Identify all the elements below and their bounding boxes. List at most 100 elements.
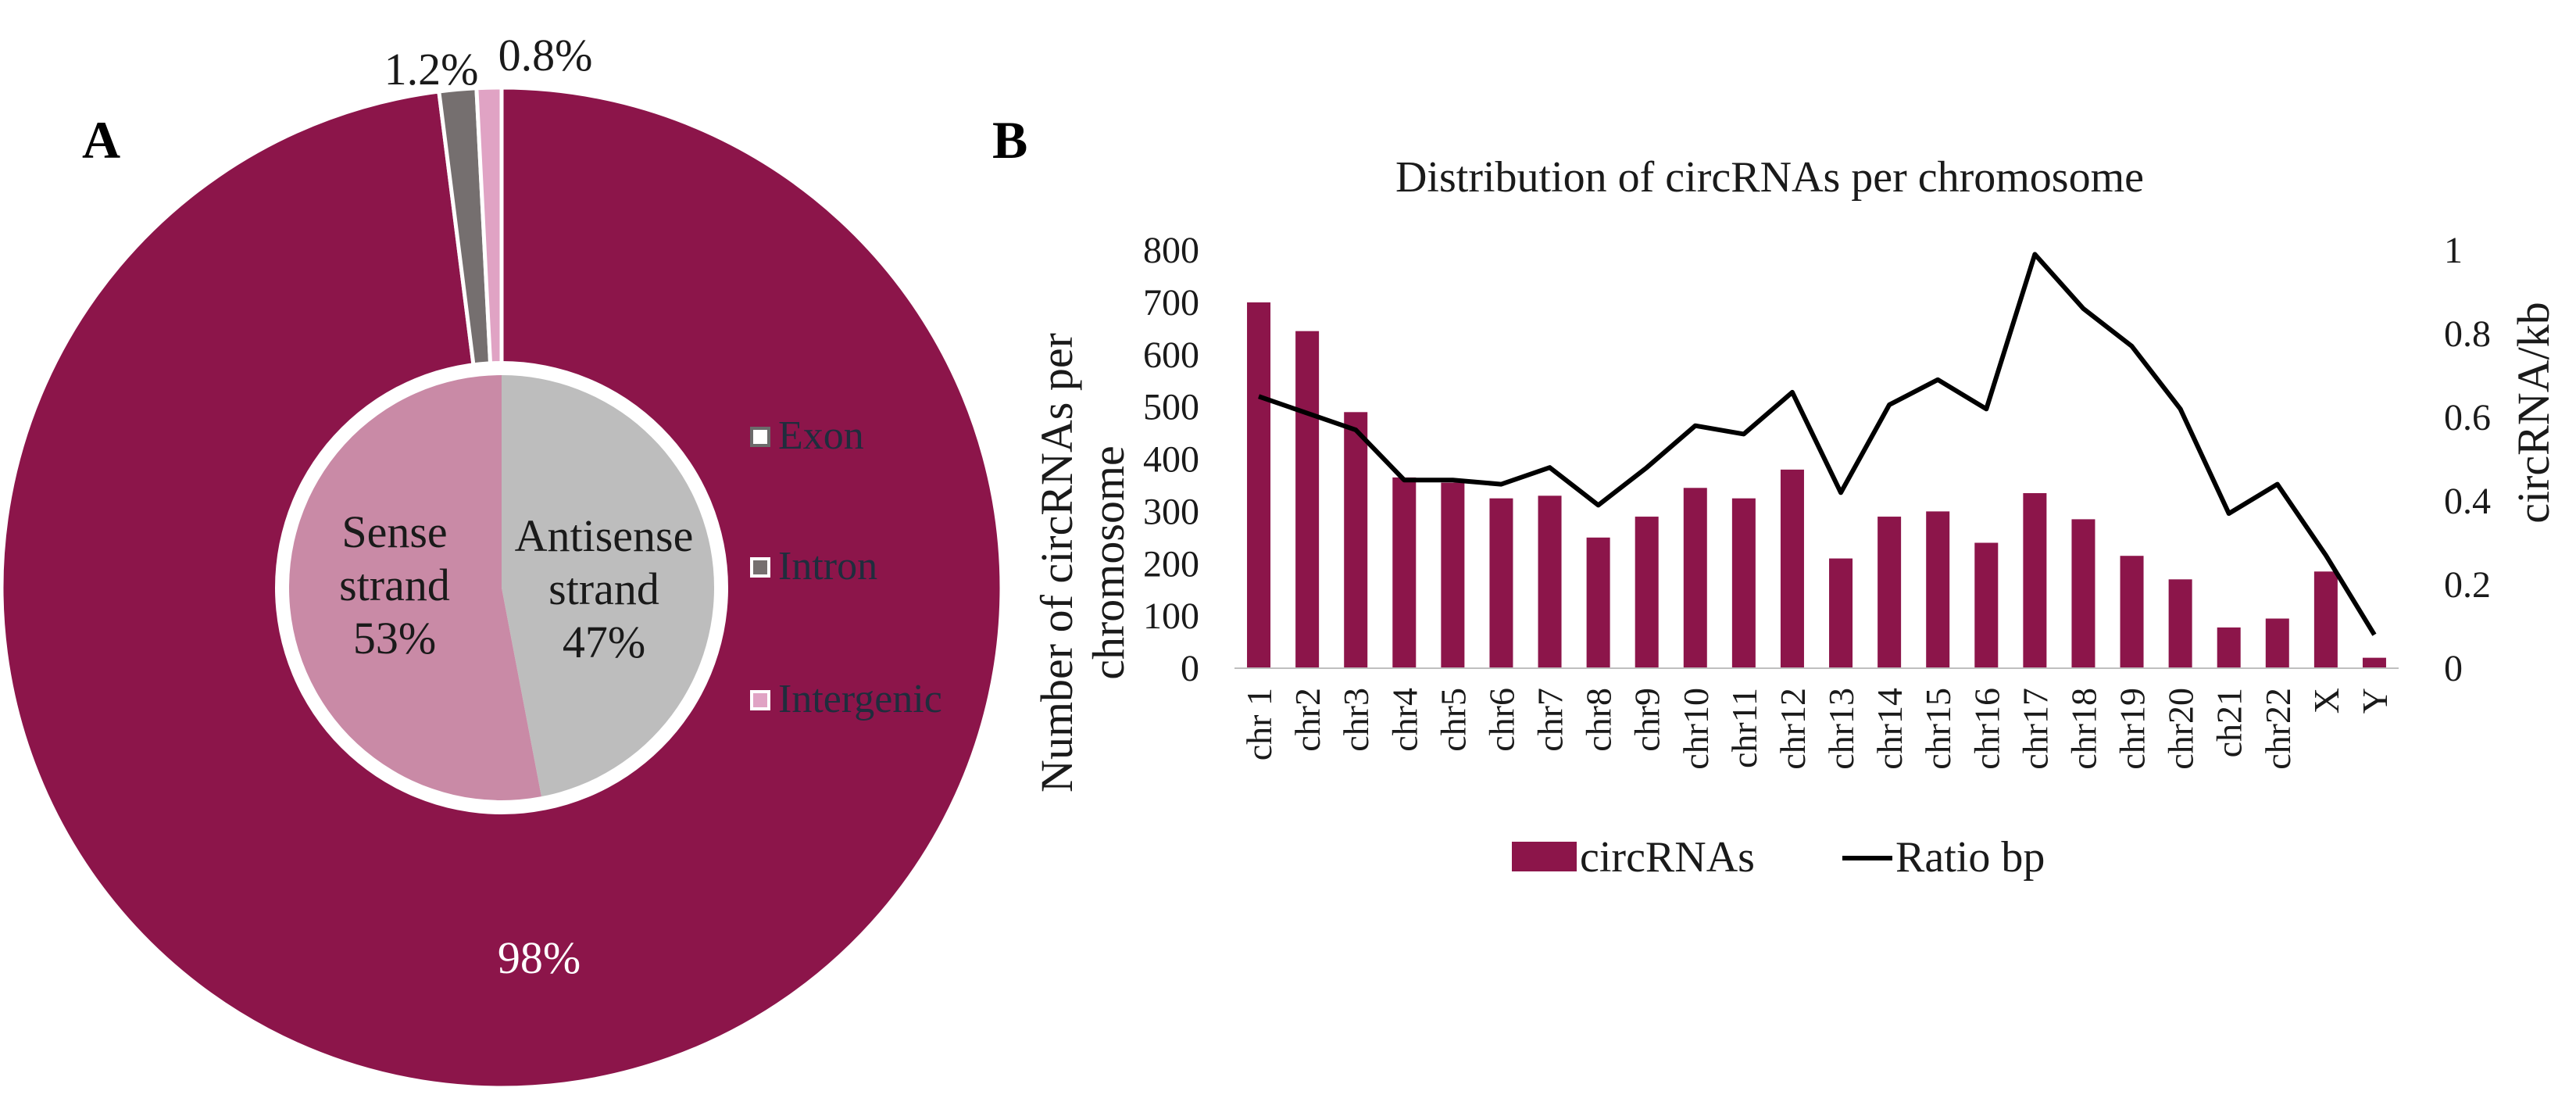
ratio-line bbox=[1258, 252, 2377, 636]
y-tick-left: 700 bbox=[1143, 282, 1199, 324]
pie-slice-antisense bbox=[502, 375, 714, 797]
x-tick-chr13: chr13 bbox=[1821, 688, 1861, 770]
x-axis-ticks: chr 1 chr2 chr3 chr4 chr5 chr6 chr7 chr8 chr9 chr… bbox=[1239, 688, 2395, 770]
bar-ch21 bbox=[2217, 627, 2241, 668]
antisense-line2: strand bbox=[548, 563, 659, 614]
x-tick-chr5: chr5 bbox=[1433, 688, 1473, 752]
x-tick-chr11: chr11 bbox=[1724, 688, 1764, 768]
legend-intron-label: Intron bbox=[778, 544, 877, 588]
x-tick-chr4: chr4 bbox=[1384, 688, 1424, 752]
antisense-line1: Antisense bbox=[515, 510, 694, 561]
x-tick-chr2: chr2 bbox=[1288, 688, 1327, 752]
antisense-percent: 47% bbox=[563, 617, 645, 667]
bar-chr6 bbox=[1489, 498, 1513, 668]
y-tick-left: 200 bbox=[1143, 543, 1199, 585]
x-tick-chr8: chr8 bbox=[1579, 688, 1619, 752]
ylabel-line1: Number of circRNAs per bbox=[1031, 333, 1082, 792]
x-tick-ch21: ch21 bbox=[2210, 688, 2249, 757]
legend-intron-swatch bbox=[750, 557, 770, 578]
sense-line1: Sense bbox=[341, 506, 447, 557]
right-axis-title: circRNA/kb bbox=[2508, 302, 2559, 524]
y-tick-left: 0 bbox=[1181, 648, 1199, 689]
x-tick-chr1: chr 1 bbox=[1239, 688, 1279, 760]
sense-line2: strand bbox=[339, 560, 450, 610]
bar-chr7 bbox=[1538, 495, 1562, 668]
x-tick-chr22: chr22 bbox=[2258, 688, 2298, 770]
bar-chr17 bbox=[2023, 492, 2047, 668]
legend-exon-label: Exon bbox=[778, 413, 864, 458]
bar-Y bbox=[2362, 657, 2386, 668]
x-tick-chr7: chr7 bbox=[1531, 688, 1570, 752]
bar-chr5 bbox=[1441, 482, 1465, 668]
y-tick-left: 100 bbox=[1143, 596, 1199, 637]
legend-intergenic-label: Intergenic bbox=[778, 677, 942, 721]
x-tick-chr20: chr20 bbox=[2161, 688, 2201, 770]
panel-b-label: B bbox=[992, 110, 1027, 170]
sense-percent: 53% bbox=[353, 613, 436, 664]
ylabel-line2: chromosome bbox=[1083, 445, 1134, 680]
sense-strand-label: Sense strand 53% bbox=[339, 506, 450, 664]
y-tick-right: 0.2 bbox=[2444, 564, 2491, 606]
y-tick-left: 600 bbox=[1143, 334, 1199, 376]
bar-chr15 bbox=[1926, 511, 1950, 668]
left-axis-title: Number of circRNAs per chromosome bbox=[1031, 333, 1134, 792]
x-tick-chr12: chr12 bbox=[1773, 688, 1813, 770]
legend-intergenic-swatch bbox=[750, 690, 770, 710]
y-tick-right: 0.4 bbox=[2444, 481, 2491, 522]
bar-chr10 bbox=[1683, 488, 1707, 668]
bar-chr20 bbox=[2168, 579, 2192, 668]
y-tick-left: 400 bbox=[1143, 439, 1199, 481]
chart-legend: circRNAs Ratio bp bbox=[1512, 833, 2045, 882]
bar-X bbox=[2313, 571, 2338, 668]
bar-chr19 bbox=[2120, 556, 2144, 668]
bar-chr13 bbox=[1829, 558, 1853, 668]
x-tick-chr19: chr19 bbox=[2113, 688, 2153, 770]
y-tick-right: 0 bbox=[2444, 648, 2463, 689]
x-tick-X: X bbox=[2306, 688, 2346, 714]
legend-ratio-label: Ratio bp bbox=[1895, 833, 2045, 882]
bar-chr16 bbox=[1974, 542, 1999, 668]
x-tick-chr3: chr3 bbox=[1336, 688, 1376, 752]
bar-chr4 bbox=[1392, 477, 1417, 668]
x-tick-chr18: chr18 bbox=[2063, 688, 2103, 770]
bar-chr18 bbox=[2071, 519, 2095, 668]
y-tick-left: 300 bbox=[1143, 491, 1199, 532]
exon-percent-label: 98% bbox=[498, 932, 581, 983]
x-tick-Y: Y bbox=[2355, 688, 2395, 714]
panel-a-label: A bbox=[82, 110, 120, 170]
intron-percent-label: 1.2% bbox=[384, 44, 479, 95]
bar-chr3 bbox=[1344, 412, 1368, 668]
bar-chr2 bbox=[1295, 331, 1320, 668]
legend-exon-swatch bbox=[750, 427, 770, 447]
y-tick-left: 800 bbox=[1143, 230, 1199, 271]
x-tick-chr15: chr15 bbox=[1918, 688, 1958, 770]
bar-chr9 bbox=[1635, 517, 1659, 668]
pie-legend: Exon Intron Intergenic bbox=[750, 413, 942, 721]
inner-strand-pie bbox=[288, 375, 714, 800]
y-tick-right: 0.8 bbox=[2444, 313, 2491, 355]
x-tick-chr16: chr16 bbox=[1967, 688, 2006, 770]
x-tick-chr14: chr14 bbox=[1870, 688, 1910, 770]
bar-chr14 bbox=[1878, 517, 1902, 668]
x-tick-chr6: chr6 bbox=[1481, 688, 1521, 752]
legend-circrnas-swatch bbox=[1512, 842, 1577, 871]
x-tick-chr10: chr10 bbox=[1676, 688, 1716, 770]
bar-series bbox=[1247, 302, 2386, 668]
right-axis-ticks: 0 0.2 0.4 0.6 0.8 1 bbox=[2444, 230, 2491, 689]
chart-title: Distribution of circRNAs per chromosome bbox=[1395, 153, 2144, 202]
pie-slice-sense bbox=[288, 375, 541, 800]
y-tick-right: 0.6 bbox=[2444, 397, 2491, 438]
bar-chr1 bbox=[1247, 302, 1271, 668]
y-tick-right: 1 bbox=[2444, 230, 2463, 271]
bar-chr22 bbox=[2265, 618, 2289, 668]
x-tick-chr9: chr9 bbox=[1627, 688, 1667, 752]
bar-chr11 bbox=[1731, 498, 1756, 668]
bar-chr8 bbox=[1586, 537, 1610, 668]
x-tick-chr17: chr17 bbox=[2015, 688, 2055, 770]
bar-chr12 bbox=[1780, 469, 1804, 668]
left-axis-ticks: 0 100 200 300 400 500 600 700 800 bbox=[1143, 230, 1199, 689]
antisense-strand-label: Antisense strand 47% bbox=[515, 510, 694, 667]
y-tick-left: 500 bbox=[1143, 387, 1199, 428]
legend-circrnas-label: circRNAs bbox=[1580, 833, 1755, 882]
intergenic-percent-label: 0.8% bbox=[498, 30, 593, 80]
